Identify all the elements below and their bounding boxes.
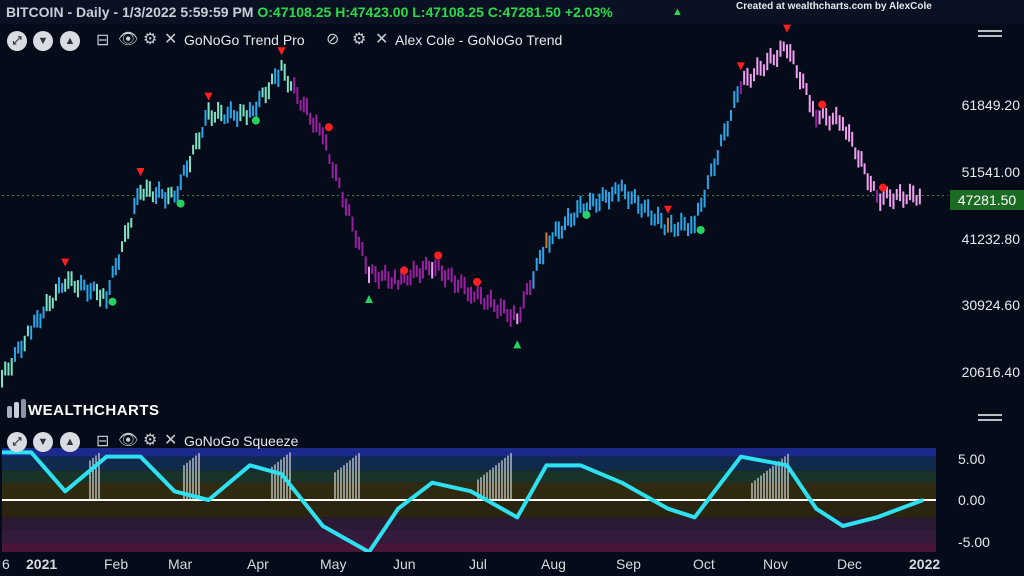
- close-icon[interactable]: ✕: [164, 432, 178, 449]
- chevron-up-icon[interactable]: ▲: [60, 31, 80, 51]
- study-label-squeeze[interactable]: GoNoGo Squeeze: [184, 433, 299, 449]
- date-tick: 6: [2, 556, 10, 572]
- date-tick: Jul: [469, 556, 487, 572]
- sell-signal-marker: [204, 92, 213, 101]
- eye-hidden-icon[interactable]: ⊘: [326, 31, 340, 48]
- date-tick: Sep: [616, 556, 641, 572]
- panel-resize-handle-icon[interactable]: [978, 414, 1002, 416]
- close-icon[interactable]: ✕: [164, 31, 178, 48]
- gear-icon[interactable]: ⚙: [143, 31, 158, 48]
- nogo-dot-marker: [473, 277, 482, 286]
- symbol-name[interactable]: BITCOIN: [6, 4, 64, 20]
- chevron-up-icon[interactable]: ▲: [60, 432, 80, 452]
- interval-label[interactable]: Daily: [76, 4, 110, 20]
- squeeze-line: [2, 450, 924, 554]
- collapse-icon[interactable]: ⊟: [96, 32, 110, 49]
- buy-signal-marker: [364, 295, 373, 304]
- price-tick: 41232.80: [961, 231, 1020, 247]
- nogo-dot-marker: [434, 251, 443, 260]
- eye-icon[interactable]: 👁: [118, 31, 139, 48]
- expand-icon[interactable]: ⤢: [7, 432, 27, 452]
- squeeze-zone-band: [2, 517, 936, 530]
- sell-signal-marker: [61, 258, 70, 267]
- date-axis[interactable]: [0, 552, 1024, 576]
- wealthcharts-logo-icon: [7, 399, 26, 418]
- date-tick: Oct: [693, 556, 715, 572]
- buy-signal-marker: [513, 340, 522, 349]
- go-dot-marker: [176, 199, 185, 208]
- sell-signal-marker: [136, 168, 145, 177]
- go-dot-marker: [251, 116, 260, 125]
- nogo-dot-marker: [400, 266, 409, 275]
- high-value: H:47423.00: [335, 4, 409, 20]
- squeeze-tick: -5.00: [958, 534, 990, 550]
- go-dot-marker: [696, 226, 705, 234]
- gear-icon[interactable]: ⚙: [352, 31, 367, 48]
- open-value: O:47108.25: [257, 4, 332, 20]
- date-tick: Jun: [393, 556, 416, 572]
- date-tick: Aug: [541, 556, 566, 572]
- squeeze-zone-band: [2, 448, 936, 457]
- price-tick: 20616.40: [961, 364, 1020, 380]
- squeeze-tick: 0.00: [958, 492, 986, 508]
- change-percent: +2.03%: [564, 4, 613, 20]
- price-tick: 61849.20: [961, 97, 1020, 113]
- date-tick: Dec: [837, 556, 862, 572]
- nogo-dot-marker: [818, 100, 827, 109]
- squeeze-zone-band: [2, 543, 936, 552]
- credit-text: Created at wealthcharts.com by AlexCole: [736, 1, 932, 12]
- sell-signal-marker: [277, 47, 286, 56]
- collapse-icon[interactable]: ⊟: [96, 433, 110, 450]
- price-tick: 51541.00: [961, 164, 1020, 180]
- low-value: L:47108.25: [412, 4, 484, 20]
- squeeze-zone-band: [2, 456, 936, 471]
- chevron-down-icon[interactable]: ▼: [33, 432, 53, 452]
- go-dot-marker: [582, 210, 591, 219]
- sell-signal-marker: [783, 24, 792, 33]
- date-tick: May: [320, 556, 347, 572]
- last-price-badge: 47281.50: [950, 190, 1024, 210]
- close-value: C:47281.50: [487, 4, 561, 20]
- chevron-down-icon[interactable]: ▼: [33, 31, 53, 51]
- close-icon[interactable]: ✕: [375, 31, 389, 48]
- date-tick: 2021: [26, 556, 58, 572]
- symbol-title: BITCOIN - Daily - 1/3/2022 5:59:59 PM O:…: [6, 4, 613, 20]
- change-up-icon: ▲: [672, 6, 683, 18]
- date-tick: Mar: [168, 556, 193, 572]
- sell-signal-marker: [663, 205, 672, 214]
- sell-signal-marker: [736, 62, 745, 71]
- date-tick: Feb: [104, 556, 129, 572]
- squeeze-zone-band: [2, 500, 936, 518]
- price-tick: 30924.60: [961, 297, 1020, 313]
- eye-icon[interactable]: 👁: [118, 432, 139, 449]
- gear-icon[interactable]: ⚙: [143, 432, 158, 449]
- wealthcharts-logo-text: WEALTHCHARTS: [28, 402, 160, 419]
- date-tick: Nov: [763, 556, 788, 572]
- title-bar: [0, 0, 1024, 24]
- study-label-trend[interactable]: Alex Cole - GoNoGo Trend: [395, 32, 563, 48]
- expand-icon[interactable]: ⤢: [7, 31, 27, 51]
- nogo-dot-marker: [878, 183, 887, 192]
- price-axis[interactable]: 61849.20 51541.00 41232.80 30924.60 2061…: [940, 24, 1024, 424]
- date-tick: Apr: [247, 556, 269, 572]
- panel-resize-handle-icon[interactable]: [978, 30, 1002, 32]
- go-dot-marker: [108, 297, 117, 306]
- bar-datetime: 1/3/2022 5:59:59 PM: [121, 4, 254, 20]
- date-tick: 2022: [909, 556, 941, 572]
- squeeze-tick: 5.00: [958, 451, 986, 467]
- study-label-trend-pro[interactable]: GoNoGo Trend Pro: [184, 32, 305, 48]
- squeeze-zone-band: [2, 529, 936, 544]
- nogo-dot-marker: [324, 123, 333, 132]
